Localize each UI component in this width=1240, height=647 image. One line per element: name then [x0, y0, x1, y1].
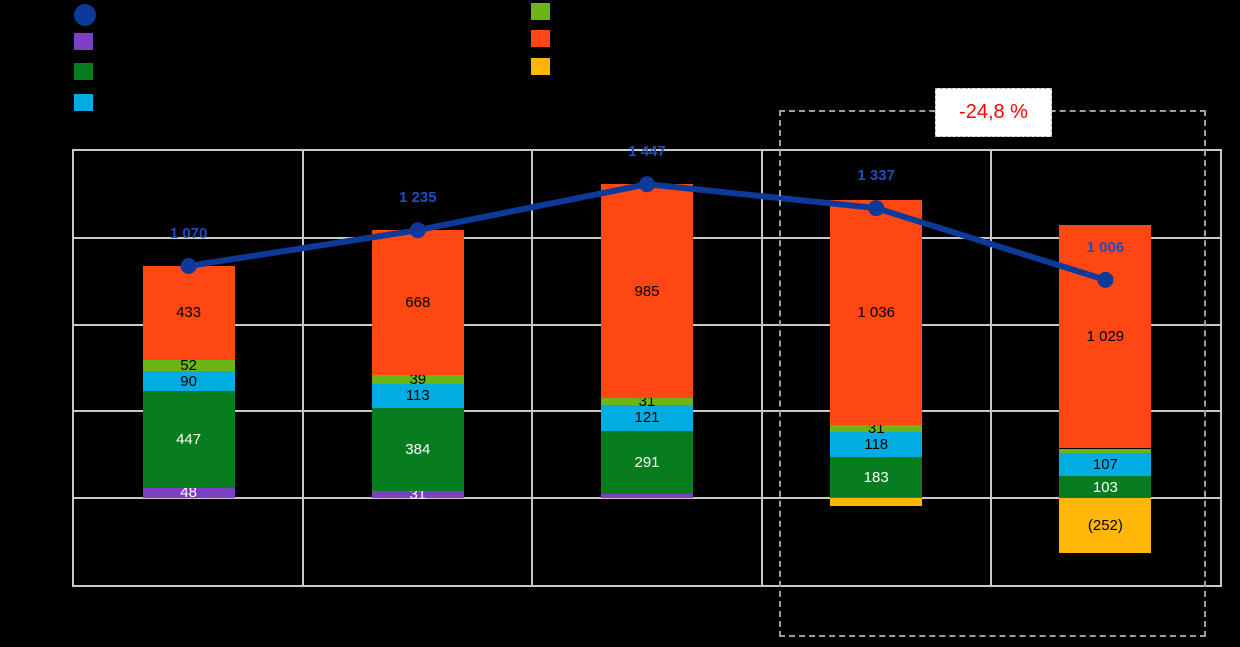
- bar-segment-amber: [830, 498, 923, 506]
- line-marker-icon: [868, 200, 885, 217]
- bar-segment-cyan: [1059, 452, 1152, 476]
- gridline-vertical: [989, 151, 992, 585]
- bar-segment-lime: [601, 397, 693, 405]
- bar-segment-purple: [371, 491, 464, 499]
- bar-segment-green: [142, 390, 235, 488]
- bar-segment-lime: [1059, 448, 1152, 453]
- bar-segment-purple: [830, 497, 923, 499]
- change-annotation-text: -24,8 %: [959, 101, 1028, 123]
- bar-segment-purple: [601, 494, 693, 499]
- bar-segment-orange: [601, 184, 693, 398]
- plot-area: 48 447 90 52 433 31 384 113 39 668 291 121 31 985 183 1…: [72, 143, 1222, 587]
- bar-segment-green: [1059, 475, 1152, 499]
- legend-amber-square-icon: [531, 58, 550, 75]
- bar-segment-orange: [1059, 225, 1152, 449]
- legend-item-line: [74, 4, 96, 26]
- bar-segment-amber: [1059, 498, 1152, 553]
- total-line-chart: [180, 176, 1114, 288]
- legend-item-orange: [531, 30, 550, 47]
- line-marker-icon: [180, 258, 197, 275]
- legend-item-cyan: [74, 94, 93, 111]
- bar-segment-cyan: [830, 431, 923, 458]
- gridline-vertical: [302, 151, 305, 585]
- legend-line-circle-icon: [74, 4, 96, 26]
- legend-item-green: [74, 63, 93, 80]
- legend-item-amber: [531, 58, 550, 75]
- legend-orange-square-icon: [531, 30, 550, 47]
- bar-segment-cyan: [142, 371, 235, 391]
- bar-segment-orange: [142, 266, 235, 360]
- gridline-vertical: [760, 151, 763, 585]
- legend-item-purple: [74, 33, 93, 50]
- legend-green-square-icon: [74, 63, 93, 80]
- legend-lime-square-icon: [531, 3, 550, 20]
- bar-segment-cyan: [601, 404, 693, 431]
- gridline-vertical: [531, 151, 534, 585]
- change-annotation: -24,8 %: [935, 88, 1052, 137]
- bar-segment-purple: [142, 487, 235, 499]
- bar-segment-lime: [371, 375, 464, 384]
- legend-cyan-square-icon: [74, 94, 93, 111]
- bar-segment-lime: [830, 425, 923, 432]
- legend-purple-square-icon: [74, 33, 93, 50]
- line-marker-icon: [1097, 271, 1114, 288]
- gridline-horizontal: [74, 497, 1220, 500]
- line-marker-icon: [409, 222, 426, 239]
- bar-segment-lime: [142, 359, 235, 372]
- legend-item-lime: [531, 3, 550, 20]
- line-marker-icon: [639, 176, 655, 193]
- bar-segment-orange: [371, 230, 464, 376]
- bar-segment-cyan: [371, 383, 464, 409]
- highlight-box: [779, 110, 1206, 637]
- bar-segment-green: [601, 430, 693, 495]
- bar-segment-orange: [830, 200, 923, 426]
- bar-segment-green: [830, 457, 923, 498]
- bar-segment-green: [371, 408, 464, 492]
